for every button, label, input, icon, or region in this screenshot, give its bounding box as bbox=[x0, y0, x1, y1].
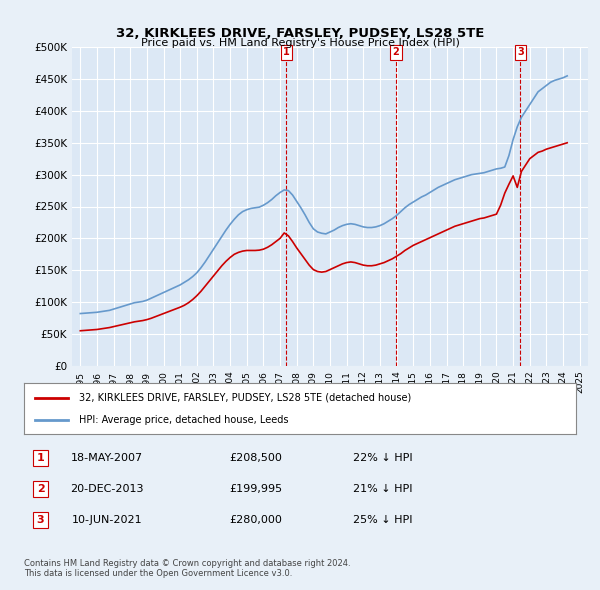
Text: 3: 3 bbox=[37, 515, 44, 525]
Text: 22% ↓ HPI: 22% ↓ HPI bbox=[353, 453, 413, 463]
Text: 1: 1 bbox=[37, 453, 44, 463]
Text: 25% ↓ HPI: 25% ↓ HPI bbox=[353, 515, 413, 525]
Text: 1: 1 bbox=[283, 47, 290, 57]
Text: £208,500: £208,500 bbox=[229, 453, 282, 463]
Text: £280,000: £280,000 bbox=[229, 515, 282, 525]
Text: 2: 2 bbox=[393, 47, 400, 57]
Text: Price paid vs. HM Land Registry's House Price Index (HPI): Price paid vs. HM Land Registry's House … bbox=[140, 38, 460, 48]
Text: 32, KIRKLEES DRIVE, FARSLEY, PUDSEY, LS28 5TE (detached house): 32, KIRKLEES DRIVE, FARSLEY, PUDSEY, LS2… bbox=[79, 392, 412, 402]
Text: HPI: Average price, detached house, Leeds: HPI: Average price, detached house, Leed… bbox=[79, 415, 289, 425]
Text: 21% ↓ HPI: 21% ↓ HPI bbox=[353, 484, 413, 494]
Text: 18-MAY-2007: 18-MAY-2007 bbox=[71, 453, 143, 463]
Text: 2: 2 bbox=[37, 484, 44, 494]
Text: Contains HM Land Registry data © Crown copyright and database right 2024.
This d: Contains HM Land Registry data © Crown c… bbox=[24, 559, 350, 578]
Text: 3: 3 bbox=[517, 47, 524, 57]
Text: 32, KIRKLEES DRIVE, FARSLEY, PUDSEY, LS28 5TE: 32, KIRKLEES DRIVE, FARSLEY, PUDSEY, LS2… bbox=[116, 27, 484, 40]
Text: 10-JUN-2021: 10-JUN-2021 bbox=[71, 515, 142, 525]
Text: £199,995: £199,995 bbox=[229, 484, 283, 494]
Text: 20-DEC-2013: 20-DEC-2013 bbox=[70, 484, 143, 494]
